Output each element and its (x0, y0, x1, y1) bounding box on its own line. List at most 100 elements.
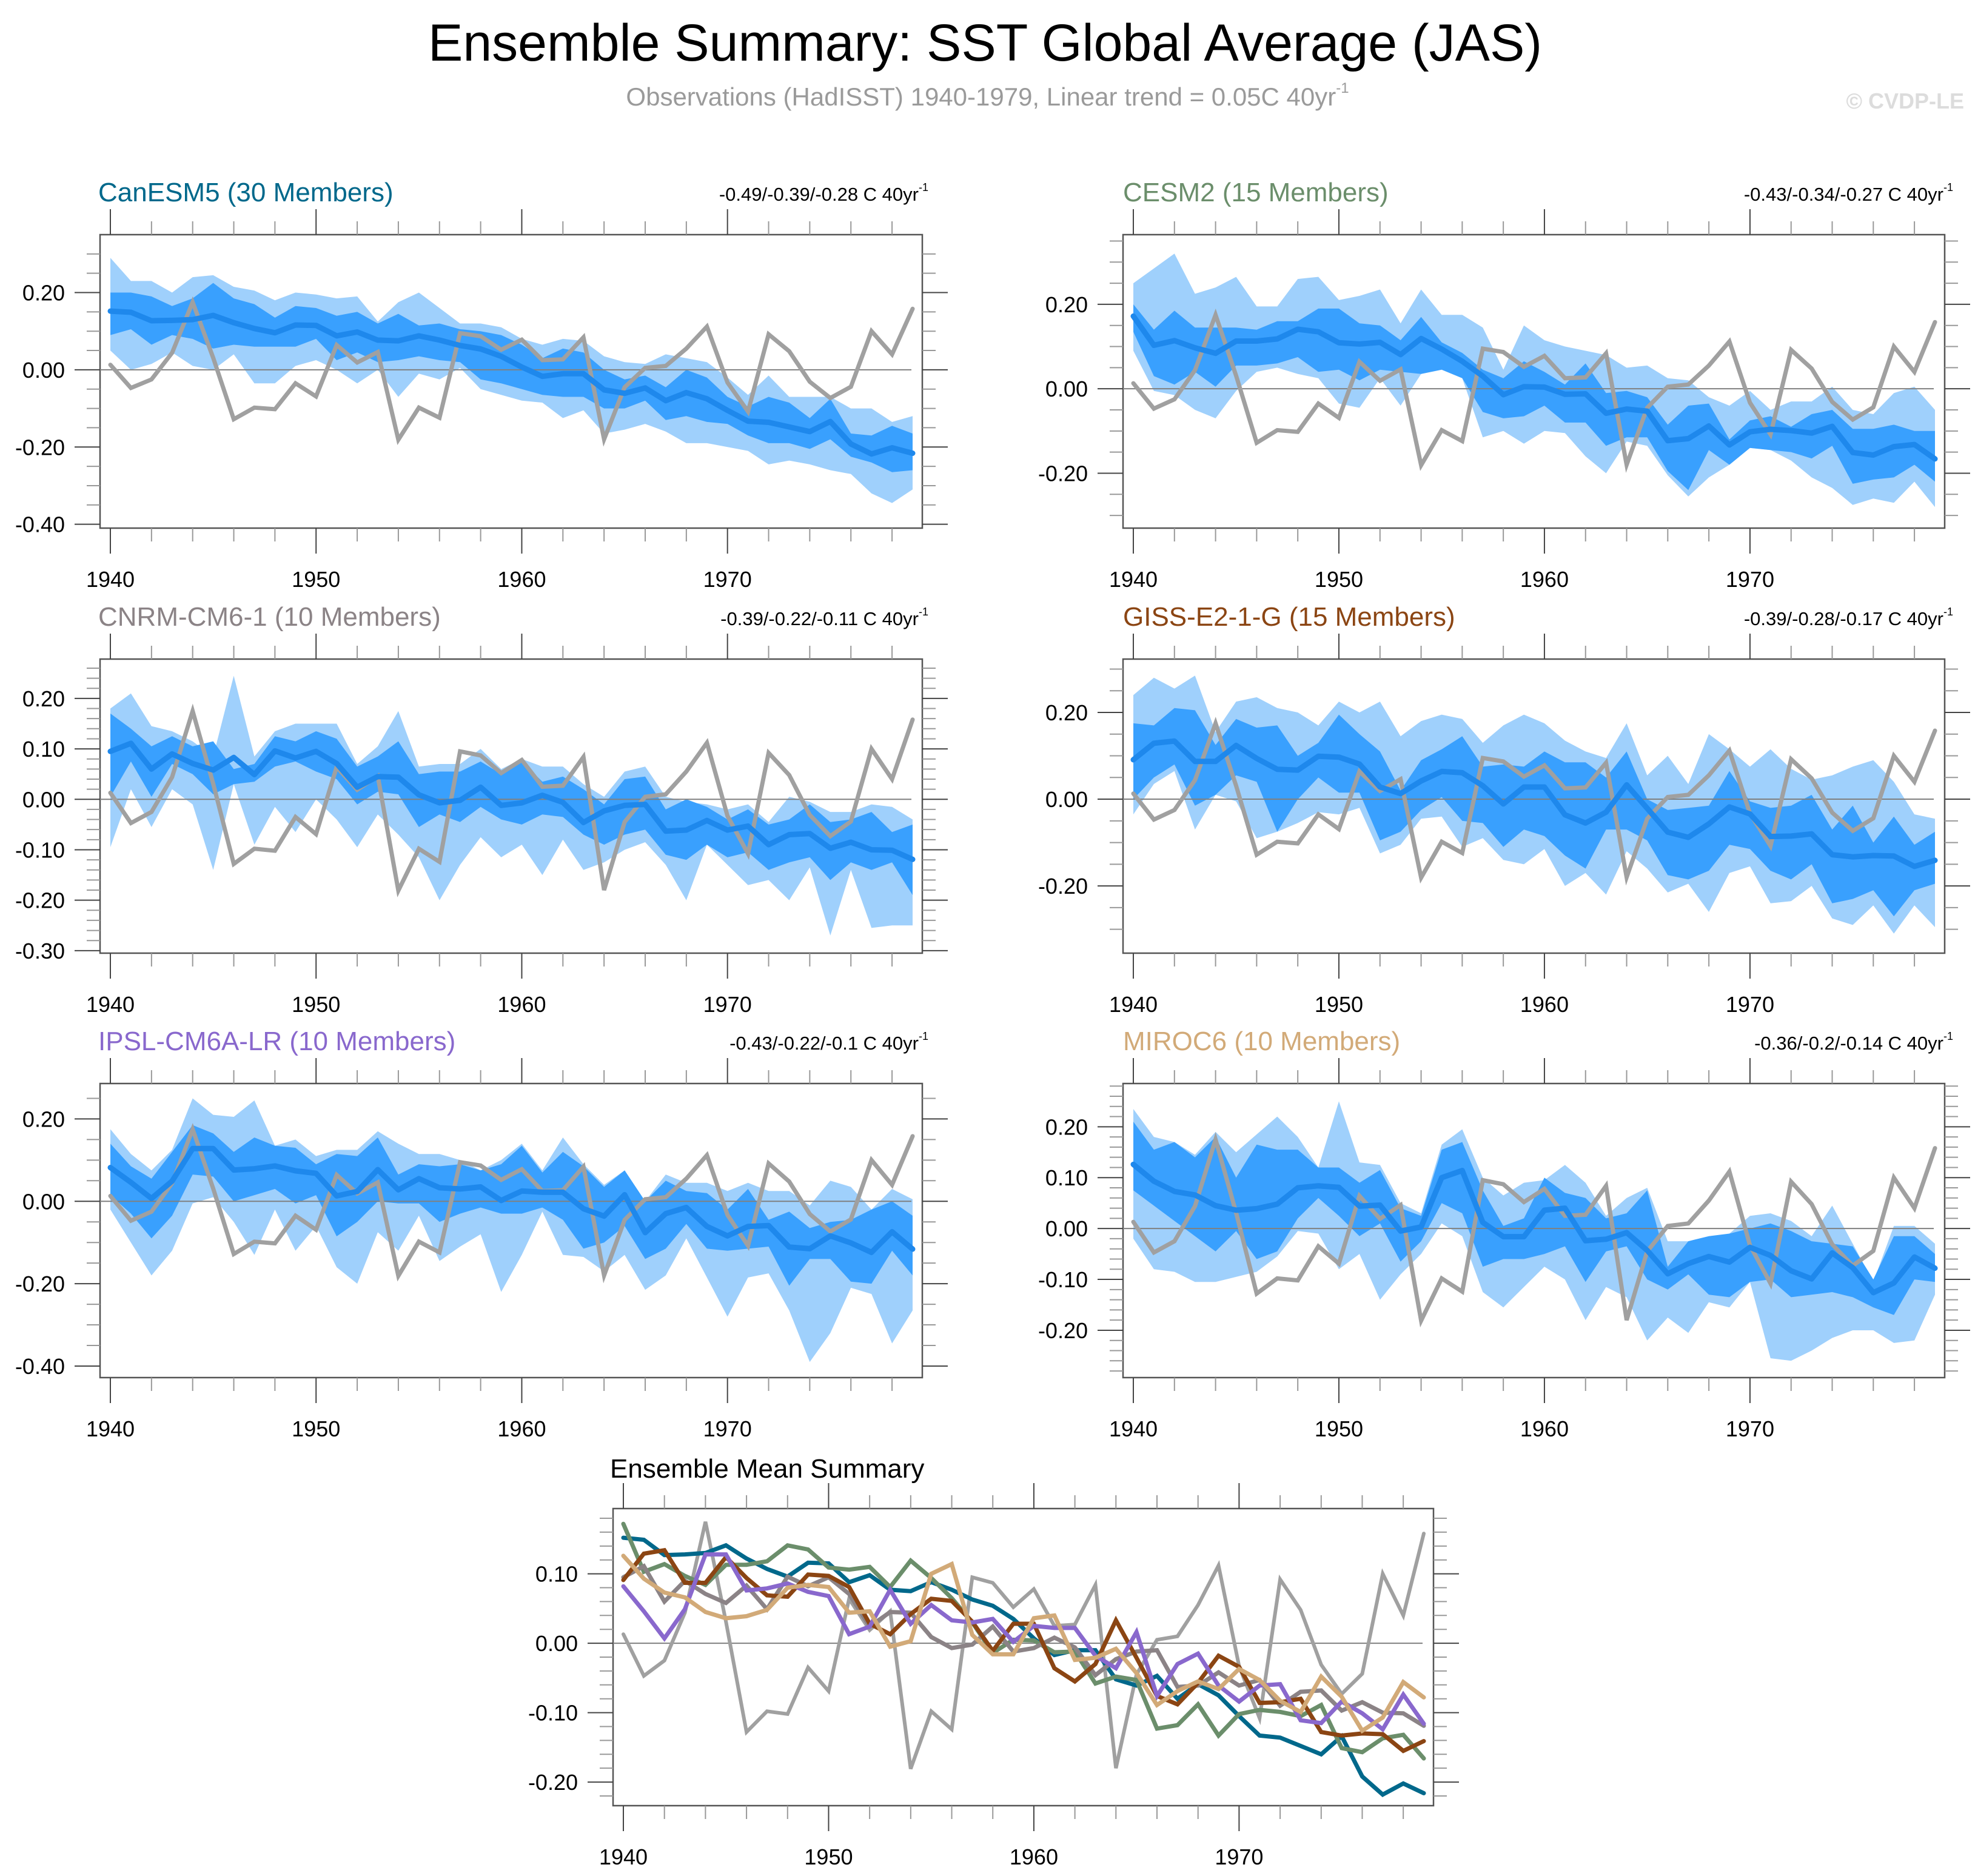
observations-line (108, 703, 915, 897)
y-tick-label: 0.10 (22, 737, 65, 762)
y-tick-label: 0.10 (1045, 1165, 1088, 1190)
x-tick-label: 1940 (1109, 992, 1158, 1017)
x-tick-label: 1950 (1315, 992, 1363, 1017)
x-tick-label: 1940 (86, 992, 135, 1017)
y-tick-label: 0.00 (1045, 377, 1088, 401)
y-tick-label: 0.20 (22, 281, 65, 306)
y-tick-label: 0.20 (22, 686, 65, 711)
trend-label-cnrm: -0.39/-0.22/-0.11 C 40yr-1 (720, 606, 928, 630)
chart-cnrm: 1940 1950 1960 1970 0.20 0.10 0.00 -0.10 -0.20 -0… (15, 634, 948, 1017)
y-tick-label: -0.20 (15, 1271, 65, 1296)
trend-text: -0.49/-0.39/-0.28 C 40yr (719, 184, 919, 205)
y-tick-label: 0.00 (22, 1189, 65, 1214)
y-tick-label: 0.20 (22, 1107, 65, 1131)
trend-label-cesm2: -0.43/-0.34/-0.27 C 40yr-1 (1743, 181, 1953, 206)
chart-giss: 1940 1950 1960 1970 0.20 0.00 -0.20 (1038, 634, 1970, 1017)
trend-sup: -1 (918, 606, 928, 618)
trend-text: -0.43/-0.34/-0.27 C 40yr (1743, 184, 1943, 205)
x-tick-label: 1950 (292, 1416, 340, 1441)
x-tick-label: 1950 (292, 992, 340, 1017)
y-tick-label: -0.10 (528, 1701, 578, 1726)
panel-title-ipsl: IPSL-CM6A-LR (10 Members) (98, 1027, 456, 1056)
observations-line (622, 1521, 1426, 1770)
x-tick-label: 1950 (1315, 1416, 1363, 1441)
observations-line (1131, 308, 1937, 473)
watermark: © CVDP-LE (1846, 89, 1964, 113)
trend-text: -0.43/-0.22/-0.1 C 40yr (729, 1033, 919, 1054)
observations-line (108, 1123, 915, 1284)
x-tick-label: 1940 (1109, 1416, 1158, 1441)
trend-sup: -1 (1943, 181, 1953, 193)
panel-title-cesm2: CESM2 (15 Members) (1123, 178, 1389, 207)
trend-label-ipsl: -0.43/-0.22/-0.1 C 40yr-1 (729, 1030, 928, 1054)
x-tick-label: 1970 (703, 1416, 752, 1441)
chart-canesm5: 1940 1950 1960 1970 0.20 0.00 -0.20 -0.40 (15, 209, 948, 592)
trend-text: -0.36/-0.2/-0.14 C 40yr (1754, 1033, 1943, 1054)
y-tick-label: -0.40 (15, 512, 65, 537)
inner-spread-band (1133, 1121, 1935, 1315)
panel-title-cnrm: CNRM-CM6-1 (10 Members) (98, 602, 441, 632)
chart-ipsl: 1940 1950 1960 1970 0.20 0.00 -0.20 -0.40 (15, 1058, 948, 1441)
trend-sup: -1 (1943, 1030, 1953, 1042)
panel-title-canesm5: CanESM5 (30 Members) (98, 178, 394, 207)
y-tick-label: 0.00 (535, 1631, 578, 1656)
x-tick-label: 1940 (1109, 567, 1158, 592)
trend-label-giss: -0.39/-0.28/-0.17 C 40yr-1 (1744, 606, 1953, 630)
main-title: Ensemble Summary: SST Global Average (JA… (0, 13, 1975, 73)
trend-sup: -1 (918, 181, 928, 193)
x-tick-label: 1970 (703, 992, 752, 1017)
ensemble-mean-line (107, 1145, 916, 1255)
x-tick-label: 1960 (497, 567, 546, 592)
observations-line (1131, 1131, 1937, 1328)
summary-title: Ensemble Mean Summary (610, 1454, 925, 1484)
x-tick-label: 1940 (86, 567, 135, 592)
y-tick-label: 0.00 (22, 358, 65, 383)
x-tick-label: 1960 (1010, 1844, 1058, 1869)
series-line-miroc6 (621, 1553, 1426, 1734)
x-tick-label: 1950 (1315, 567, 1363, 592)
observations-line (108, 296, 915, 447)
inner-spread-band (110, 1125, 913, 1286)
subtitle-text: Observations (HadISST) 1940-1979, Linear… (626, 82, 1336, 111)
chart-summary: 1940 1950 1960 1970 0.10 0.00 -0.10 -0.20 (528, 1483, 1459, 1869)
trend-label-miroc6: -0.36/-0.2/-0.14 C 40yr-1 (1754, 1030, 1953, 1054)
y-tick-label: 0.00 (1045, 1216, 1088, 1241)
y-tick-label: -0.30 (15, 939, 65, 963)
y-tick-label: 0.20 (1045, 700, 1088, 725)
y-tick-label: -0.20 (1038, 461, 1088, 486)
y-tick-label: -0.20 (1038, 1318, 1088, 1343)
y-tick-label: -0.10 (1038, 1267, 1088, 1292)
ensemble-mean-line (1130, 738, 1938, 869)
x-tick-label: 1950 (804, 1844, 853, 1869)
x-tick-label: 1970 (1726, 1416, 1774, 1441)
trend-label-canesm5: -0.49/-0.39/-0.28 C 40yr-1 (719, 181, 928, 206)
x-tick-label: 1950 (292, 567, 340, 592)
x-tick-label: 1940 (86, 1416, 135, 1441)
ensemble-mean-line (1130, 1161, 1938, 1296)
y-tick-label: 0.20 (1045, 1114, 1088, 1139)
y-tick-label: 0.10 (535, 1562, 578, 1587)
y-tick-label: 0.20 (1045, 292, 1088, 317)
subtitle: Observations (HadISST) 1940-1979, Linear… (0, 80, 1975, 112)
trend-sup: -1 (1943, 606, 1953, 618)
x-tick-label: 1960 (1520, 567, 1569, 592)
panel-title-giss: GISS-E2-1-G (15 Members) (1123, 602, 1455, 632)
x-tick-label: 1970 (1215, 1844, 1263, 1869)
x-tick-label: 1970 (1726, 992, 1774, 1017)
chart-miroc6: 1940 1950 1960 1970 0.20 0.10 0.00 -0.10 -0.20 (1038, 1058, 1970, 1441)
chart-cesm2: 1940 1950 1960 1970 0.20 0.00 -0.20 (1038, 209, 1970, 592)
y-tick-label: 0.00 (1045, 787, 1088, 812)
y-tick-label: -0.20 (15, 888, 65, 913)
ensemble-mean-line (1130, 313, 1938, 462)
ensemble-mean-line (107, 308, 916, 457)
x-tick-label: 1970 (703, 567, 752, 592)
x-tick-label: 1960 (1520, 1416, 1569, 1441)
inner-spread-band (1133, 708, 1935, 917)
y-tick-label: 0.00 (22, 787, 65, 812)
subtitle-superscript: -1 (1336, 80, 1349, 96)
y-tick-label: -0.20 (1038, 874, 1088, 899)
panel-title-miroc6: MIROC6 (10 Members) (1123, 1027, 1401, 1056)
ensemble-mean-line (107, 740, 916, 862)
y-tick-label: -0.20 (15, 435, 65, 460)
